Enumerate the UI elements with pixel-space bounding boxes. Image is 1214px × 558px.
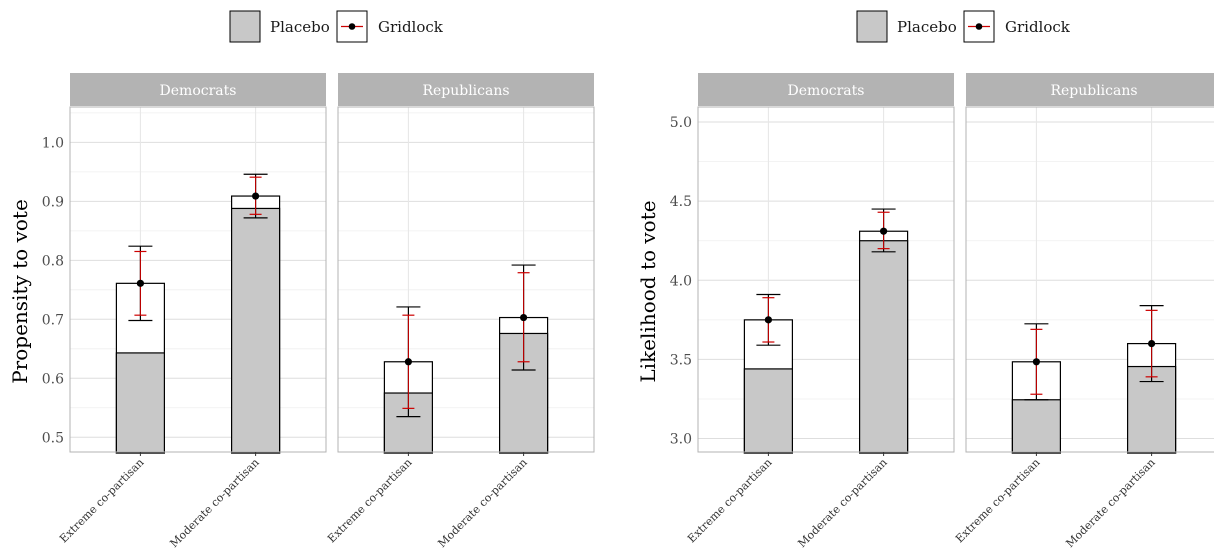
panel-strip-republicans xyxy=(966,73,1214,106)
x-tick-label: Moderate co-partisan xyxy=(795,456,889,550)
placebo-bar-democrats-extreme xyxy=(743,368,794,454)
panel-strip-republicans xyxy=(338,73,594,106)
y-tick-label: 1.0 xyxy=(42,135,64,151)
panel-strip-democrats xyxy=(698,73,954,106)
panel-strip-label-democrats: Democrats xyxy=(788,83,865,99)
y-tick-label: 5.0 xyxy=(670,115,692,131)
x-tick-label: Moderate co-partisan xyxy=(1063,456,1157,550)
placebo-bar-democrats-moderate xyxy=(858,240,909,454)
y-tick-label: 0.9 xyxy=(42,194,64,210)
x-tick-label: Extreme co-partisan xyxy=(57,456,146,545)
y-tick-label: 4.5 xyxy=(670,194,692,210)
y-tick-label: 0.6 xyxy=(42,371,64,387)
legend-placebo-swatch xyxy=(229,10,261,43)
y-axis-label: Likelihood to vote xyxy=(636,200,660,382)
panel-strip-label-democrats: Democrats xyxy=(160,83,237,99)
gridlock-point-democrats-moderate xyxy=(880,227,888,235)
panel-border-democrats xyxy=(69,106,327,453)
y-tick-label: 0.5 xyxy=(42,430,64,446)
y-tick-label: 4.0 xyxy=(670,273,692,289)
x-tick-label: Moderate co-partisan xyxy=(435,456,529,550)
legend-gridlock-point xyxy=(348,23,356,30)
x-tick-label: Extreme co-partisan xyxy=(953,456,1042,545)
legend-placebo-label: Placebo xyxy=(897,18,957,36)
gridlock-point-republicans-moderate xyxy=(520,313,528,322)
gridlock-point-republicans-moderate xyxy=(1148,339,1156,348)
panel-strip-label-republicans: Republicans xyxy=(422,83,509,99)
panel-border-republicans xyxy=(337,106,595,453)
legend-placebo-label: Placebo xyxy=(270,18,330,36)
placebo-bar-democrats-extreme xyxy=(115,352,166,454)
panel-border-republicans xyxy=(965,106,1214,453)
gridlock-point-democrats-extreme xyxy=(136,279,144,287)
y-tick-label: 3.5 xyxy=(670,352,692,368)
legend-gridlock-point xyxy=(975,23,983,30)
panel-strip-democrats xyxy=(70,73,326,106)
gridlock-point-republicans-extreme xyxy=(404,358,412,366)
y-tick-label: 3.0 xyxy=(670,432,692,448)
y-axis-label: Propensity to vote xyxy=(8,199,32,384)
legend-gridlock-label: Gridlock xyxy=(1005,18,1071,36)
panel-strip-label-republicans: Republicans xyxy=(1050,83,1137,99)
placebo-bar-republicans-extreme xyxy=(1011,399,1062,454)
panel-border-democrats xyxy=(697,106,955,453)
x-tick-label: Extreme co-partisan xyxy=(685,456,774,545)
placebo-bar-democrats-moderate xyxy=(231,207,281,454)
gridlock-point-democrats-moderate xyxy=(252,192,260,200)
gridlock-point-republicans-extreme xyxy=(1032,358,1040,366)
legend-placebo-swatch xyxy=(856,10,888,43)
legend-gridlock-label: Gridlock xyxy=(378,18,444,36)
x-tick-label: Moderate co-partisan xyxy=(167,456,261,550)
y-tick-label: 0.8 xyxy=(42,253,64,269)
x-tick-label: Extreme co-partisan xyxy=(325,456,414,545)
gridlock-point-democrats-extreme xyxy=(764,316,773,324)
y-tick-label: 0.7 xyxy=(42,312,64,328)
